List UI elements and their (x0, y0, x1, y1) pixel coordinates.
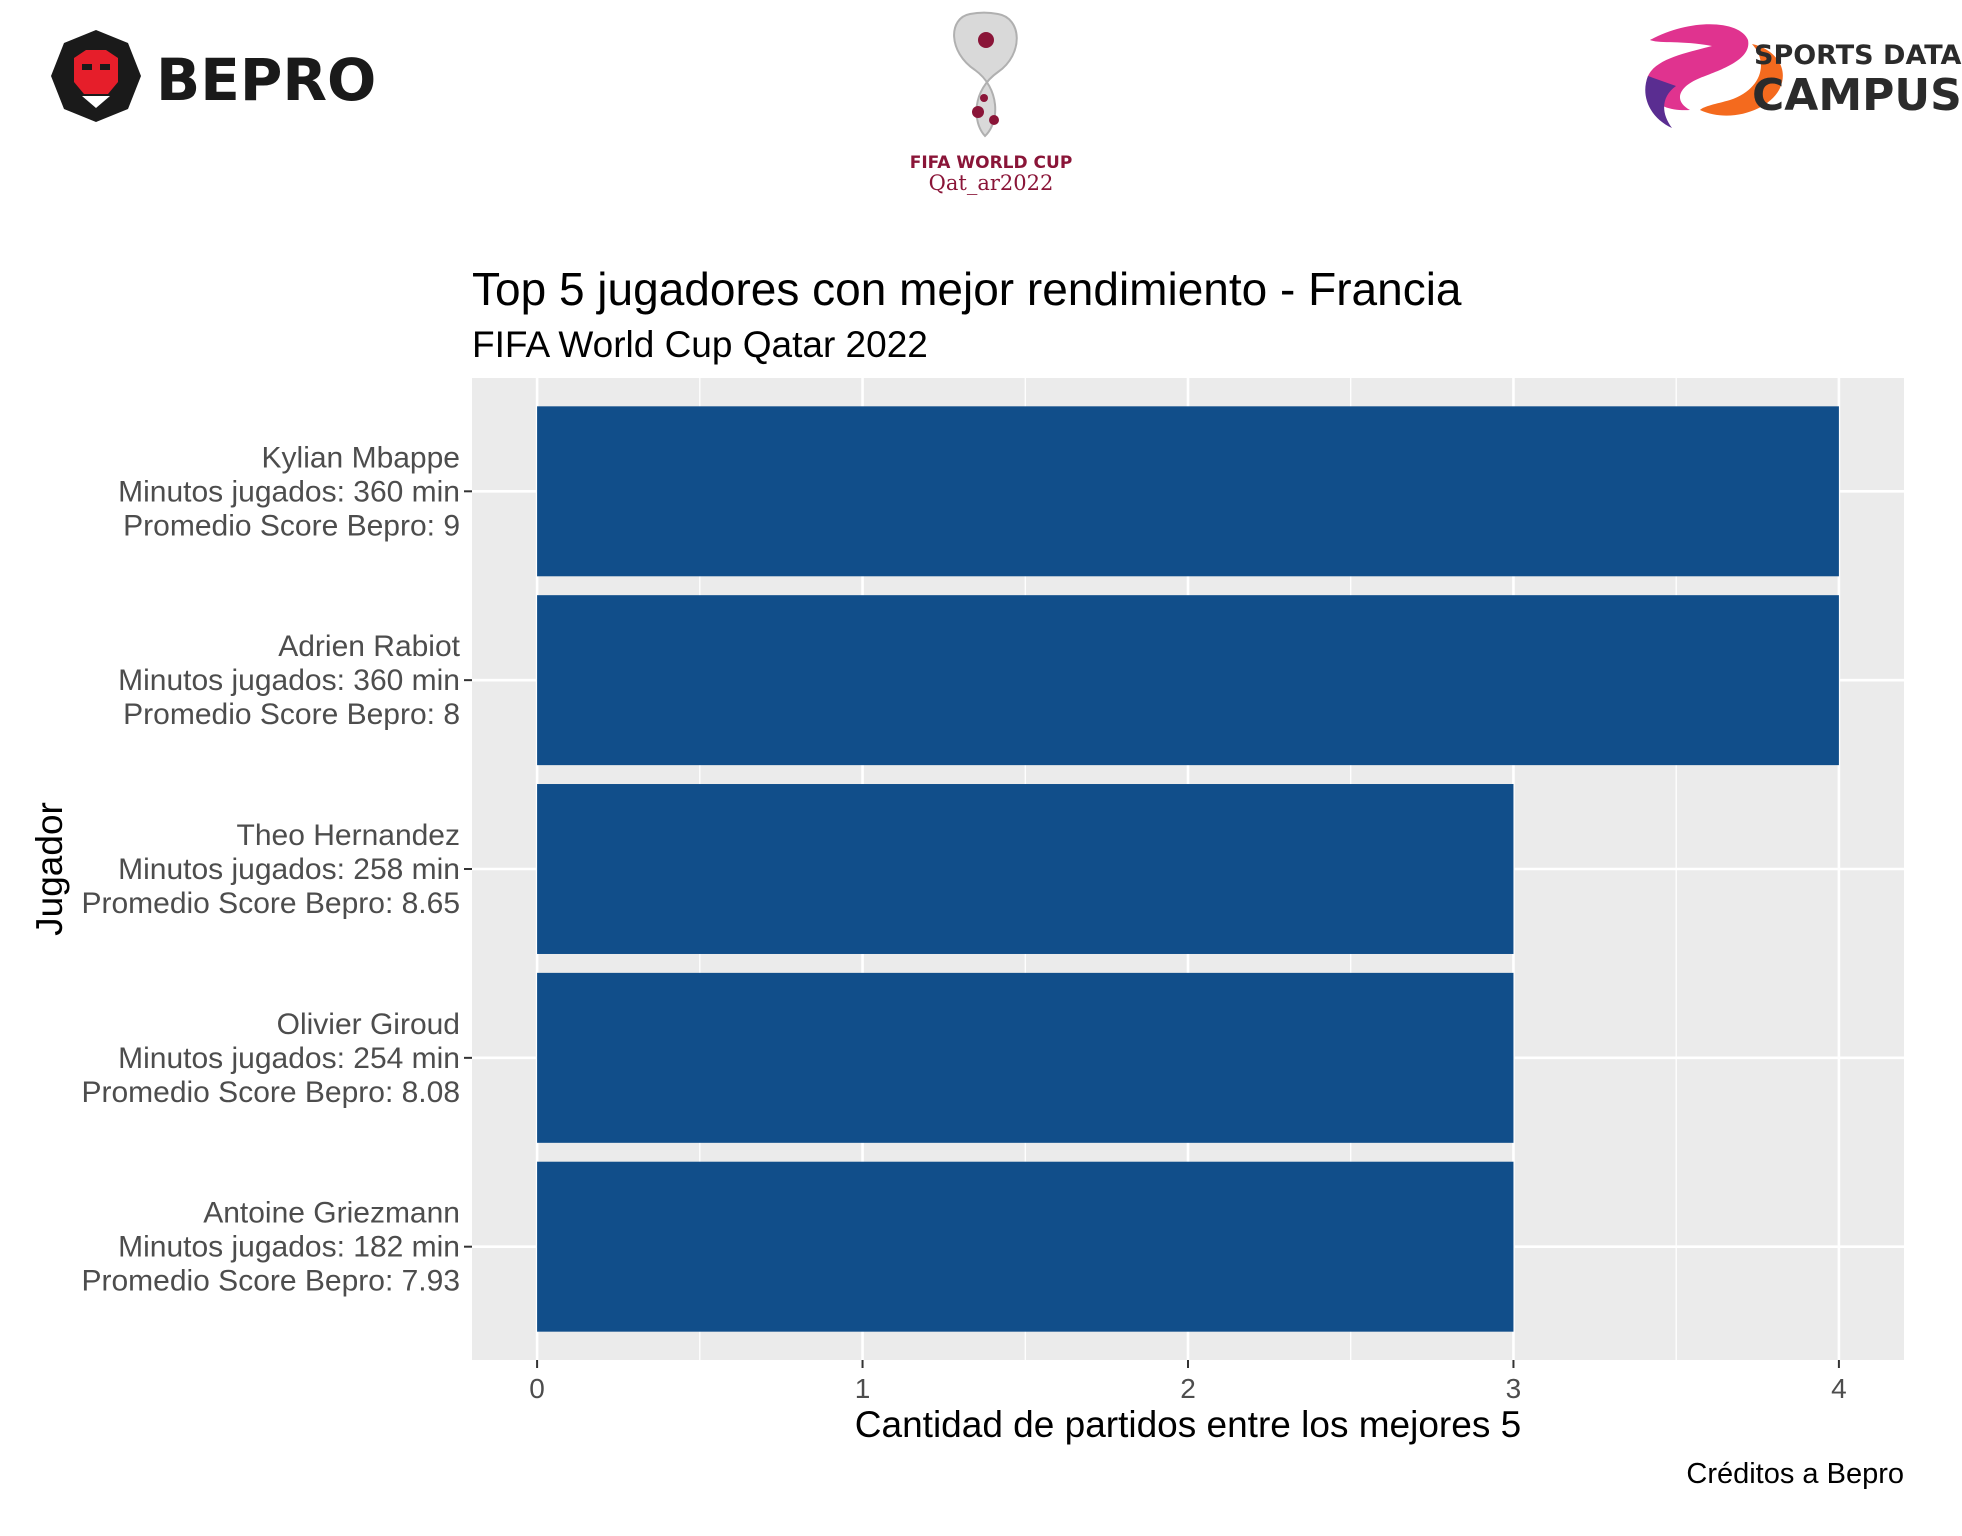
worldcup-trophy-emblem-icon (953, 11, 1018, 138)
worldcup-logo: FIFA WORLD CUP Qat_ar2022 (910, 11, 1073, 195)
sports-data-campus-line2: CAMPUS (1752, 70, 1962, 121)
bars (537, 406, 1839, 1332)
x-tick-label: 0 (529, 1373, 545, 1404)
y-tick-label-minutes: Minutos jugados: 182 min (118, 1231, 460, 1264)
y-tick-label-name: Adrien Rabiot (278, 630, 460, 663)
y-tick-label-score: Promedio Score Bepro: 9 (123, 509, 460, 542)
bepro-lion-icon (51, 30, 141, 122)
x-tick-label: 2 (1180, 1373, 1196, 1404)
y-tick-label-name: Antoine Griezmann (203, 1197, 460, 1230)
x-tick-label: 3 (1506, 1373, 1522, 1404)
y-axis-title: Jugador (29, 802, 70, 936)
y-tick-label-score: Promedio Score Bepro: 8.08 (81, 1076, 460, 1109)
worldcup-logo-line2: Qat_ar2022 (929, 171, 1054, 195)
y-tick-label-minutes: Minutos jugados: 254 min (118, 1042, 460, 1075)
y-tick-label-minutes: Minutos jugados: 360 min (118, 664, 460, 697)
bar (537, 972, 1514, 1143)
sports-data-campus-swirl-icon (1645, 24, 1783, 128)
y-tick-label-score: Promedio Score Bepro: 7.93 (81, 1265, 460, 1298)
y-tick-label-score: Promedio Score Bepro: 8.65 (81, 887, 460, 920)
y-tick-label-minutes: Minutos jugados: 360 min (118, 475, 460, 508)
bepro-logo: BEPRO (51, 30, 376, 122)
y-tick-label-name: Olivier Giroud (277, 1008, 460, 1041)
bar (537, 784, 1514, 954)
sports-data-campus-line1: SPORTS DATA (1754, 40, 1962, 71)
bar (537, 595, 1839, 766)
y-tick-label-minutes: Minutos jugados: 258 min (118, 853, 460, 886)
x-axis: 0 1 2 3 4 (529, 1360, 1847, 1404)
x-tick-label: 4 (1831, 1373, 1847, 1404)
x-axis-title: Cantidad de partidos entre los mejores 5 (855, 1404, 1521, 1445)
sports-data-campus-logo: SPORTS DATA CAMPUS (1645, 24, 1962, 128)
y-tick-label-name: Kylian Mbappe (262, 441, 460, 474)
chart-title: Top 5 jugadores con mejor rendimiento - … (472, 263, 1462, 315)
chart-caption: Créditos a Bepro (1686, 1458, 1904, 1490)
chart-subtitle: FIFA World Cup Qatar 2022 (472, 324, 928, 365)
y-tick-label-name: Theo Hernandez (237, 819, 460, 852)
bar (537, 1161, 1514, 1332)
x-tick-label: 1 (855, 1373, 871, 1404)
bar (537, 406, 1839, 577)
worldcup-logo-line1: FIFA WORLD CUP (910, 153, 1073, 173)
y-tick-label-score: Promedio Score Bepro: 8 (123, 698, 460, 731)
bepro-logo-text: BEPRO (156, 46, 376, 114)
